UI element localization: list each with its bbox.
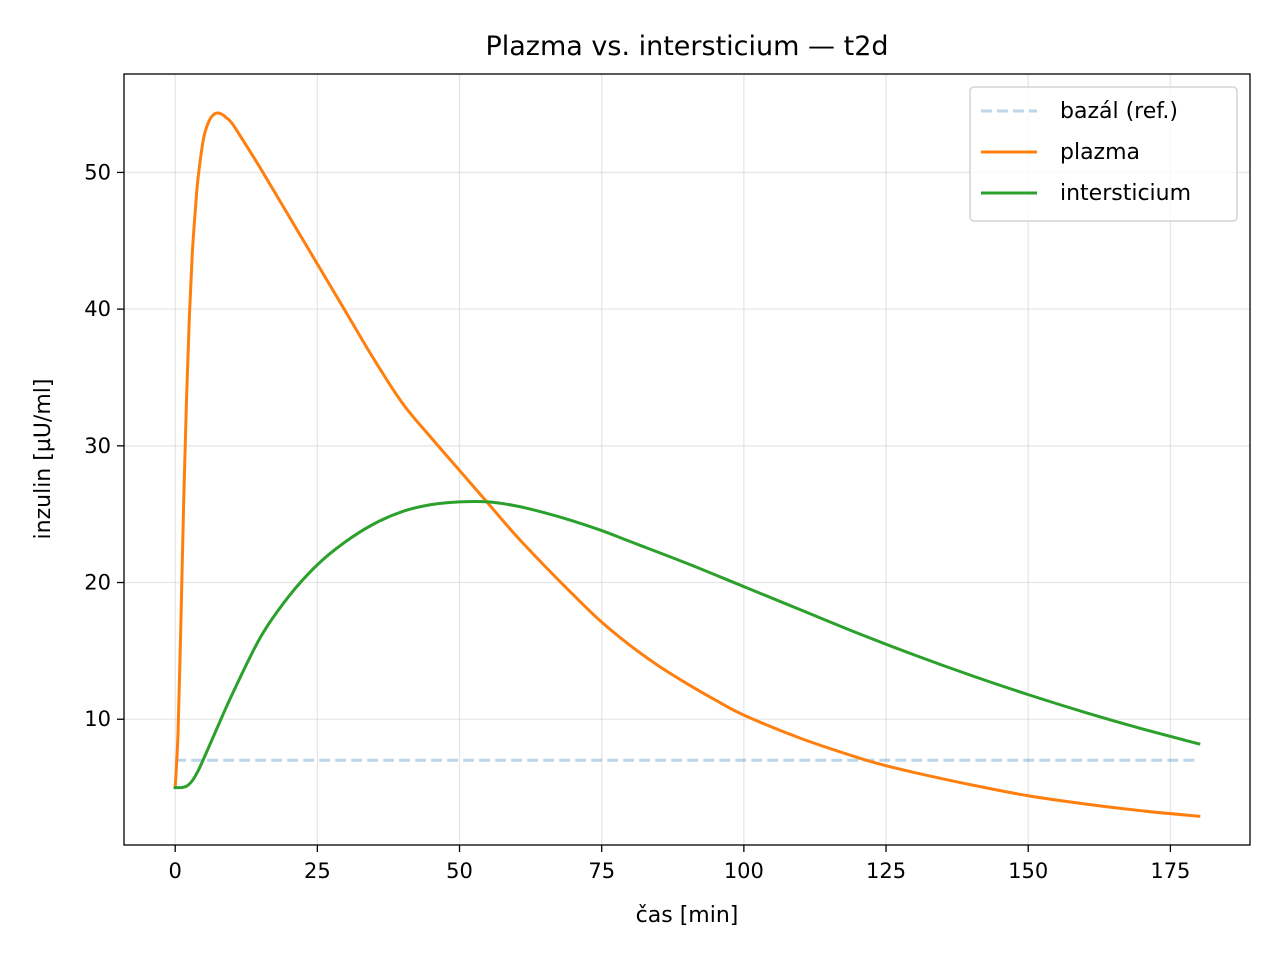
y-tick-label: 10 [84, 707, 111, 731]
plot-frame [123, 73, 1251, 846]
x-axis-label: čas [min] [636, 903, 739, 928]
y-axis-label: inzulin [µU/ml] [31, 379, 56, 540]
legend-label-plazma: plazma [1060, 140, 1140, 165]
legend-label-bazal-ref: bazál (ref.) [1060, 99, 1178, 124]
x-tick-label: 25 [304, 859, 331, 883]
x-tick-label: 0 [168, 859, 181, 883]
x-tick-label: 150 [1008, 859, 1048, 883]
x-tick-label: 50 [446, 859, 473, 883]
x-tick-label: 100 [724, 859, 764, 883]
y-tick-label: 30 [84, 434, 111, 458]
y-tick-label: 40 [84, 297, 111, 321]
series-line-plazma [173, 111, 1201, 818]
plot-series [173, 111, 1201, 818]
x-axis-ticks: 0 25 50 75 100 125 150 175 [168, 845, 1190, 883]
x-tick-label: 125 [866, 859, 906, 883]
y-tick-label: 50 [84, 160, 111, 184]
legend-label-intersticium: intersticium [1060, 181, 1191, 206]
chart-title: Plazma vs. intersticium — t2d [485, 31, 888, 62]
y-tick-label: 20 [84, 571, 111, 595]
legend-box [969, 86, 1238, 222]
legend: bazál (ref.) plazma intersticium [969, 86, 1238, 222]
x-tick-label: 175 [1150, 859, 1190, 883]
y-axis-ticks: 10 20 30 40 50 [84, 160, 124, 731]
series-line-intersticium [173, 499, 1201, 790]
x-tick-label: 75 [588, 859, 615, 883]
